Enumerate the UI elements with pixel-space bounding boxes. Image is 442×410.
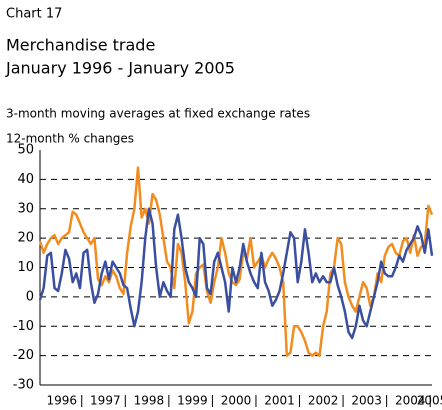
- y-axis-label: 12-month % changes: [6, 132, 134, 146]
- x-tick-label: 2005: [417, 394, 442, 408]
- y-tick-label: -10: [13, 319, 34, 334]
- x-tick-label: 1997: [90, 394, 121, 408]
- x-tick-label: 1999: [177, 394, 208, 408]
- y-tick-label: 40: [17, 172, 34, 187]
- y-tick-label: 20: [17, 231, 34, 246]
- series-line: [38, 207, 434, 340]
- y-tick-label: 30: [17, 201, 34, 216]
- x-tick-label: 1996: [47, 394, 78, 408]
- chart-note: 3-month moving averages at fixed exchang…: [6, 107, 310, 121]
- y-tick-label: 50: [17, 143, 34, 158]
- y-tick-label: 0: [26, 289, 34, 304]
- chart-subtitle: January 1996 - January 2005: [5, 59, 235, 78]
- x-tick-label: 1998: [134, 394, 165, 408]
- chart-title: Merchandise trade: [6, 36, 155, 55]
- x-tick-label: 2002: [308, 394, 339, 408]
- y-tick-label: -30: [13, 378, 34, 393]
- x-tick-label: 2003: [351, 394, 382, 408]
- y-tick-label: -20: [13, 348, 34, 363]
- series-line: [38, 166, 434, 357]
- x-tick-label: 2000: [221, 394, 252, 408]
- y-tick-label: 10: [17, 260, 34, 275]
- x-tick-label: 2004: [395, 394, 426, 408]
- x-tick-label: 2001: [264, 394, 295, 408]
- chart-label: Chart 17: [6, 7, 62, 22]
